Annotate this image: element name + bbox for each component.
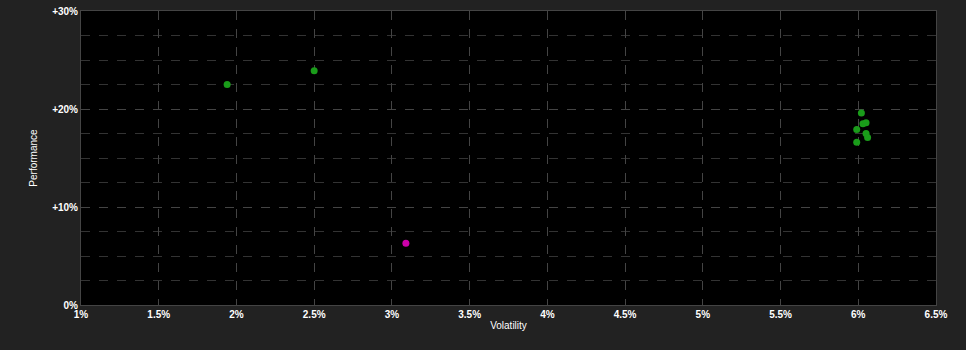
svg-text:+30%: +30% [52, 6, 78, 17]
svg-text:3%: 3% [385, 309, 400, 320]
svg-text:6.5%: 6.5% [925, 309, 948, 320]
svg-text:Performance: Performance [28, 129, 39, 187]
svg-text:2.5%: 2.5% [303, 309, 326, 320]
svg-text:2%: 2% [229, 309, 244, 320]
svg-text:1%: 1% [74, 309, 89, 320]
svg-text:0%: 0% [64, 300, 79, 311]
svg-text:6%: 6% [851, 309, 866, 320]
svg-text:+10%: +10% [52, 202, 78, 213]
svg-text:3.5%: 3.5% [458, 309, 481, 320]
svg-text:5%: 5% [696, 309, 711, 320]
svg-text:4%: 4% [540, 309, 555, 320]
svg-text:5.5%: 5.5% [769, 309, 792, 320]
svg-text:Volatility: Volatility [490, 320, 527, 331]
svg-text:4.5%: 4.5% [614, 309, 637, 320]
svg-text:1.5%: 1.5% [147, 309, 170, 320]
svg-text:+20%: +20% [52, 104, 78, 115]
